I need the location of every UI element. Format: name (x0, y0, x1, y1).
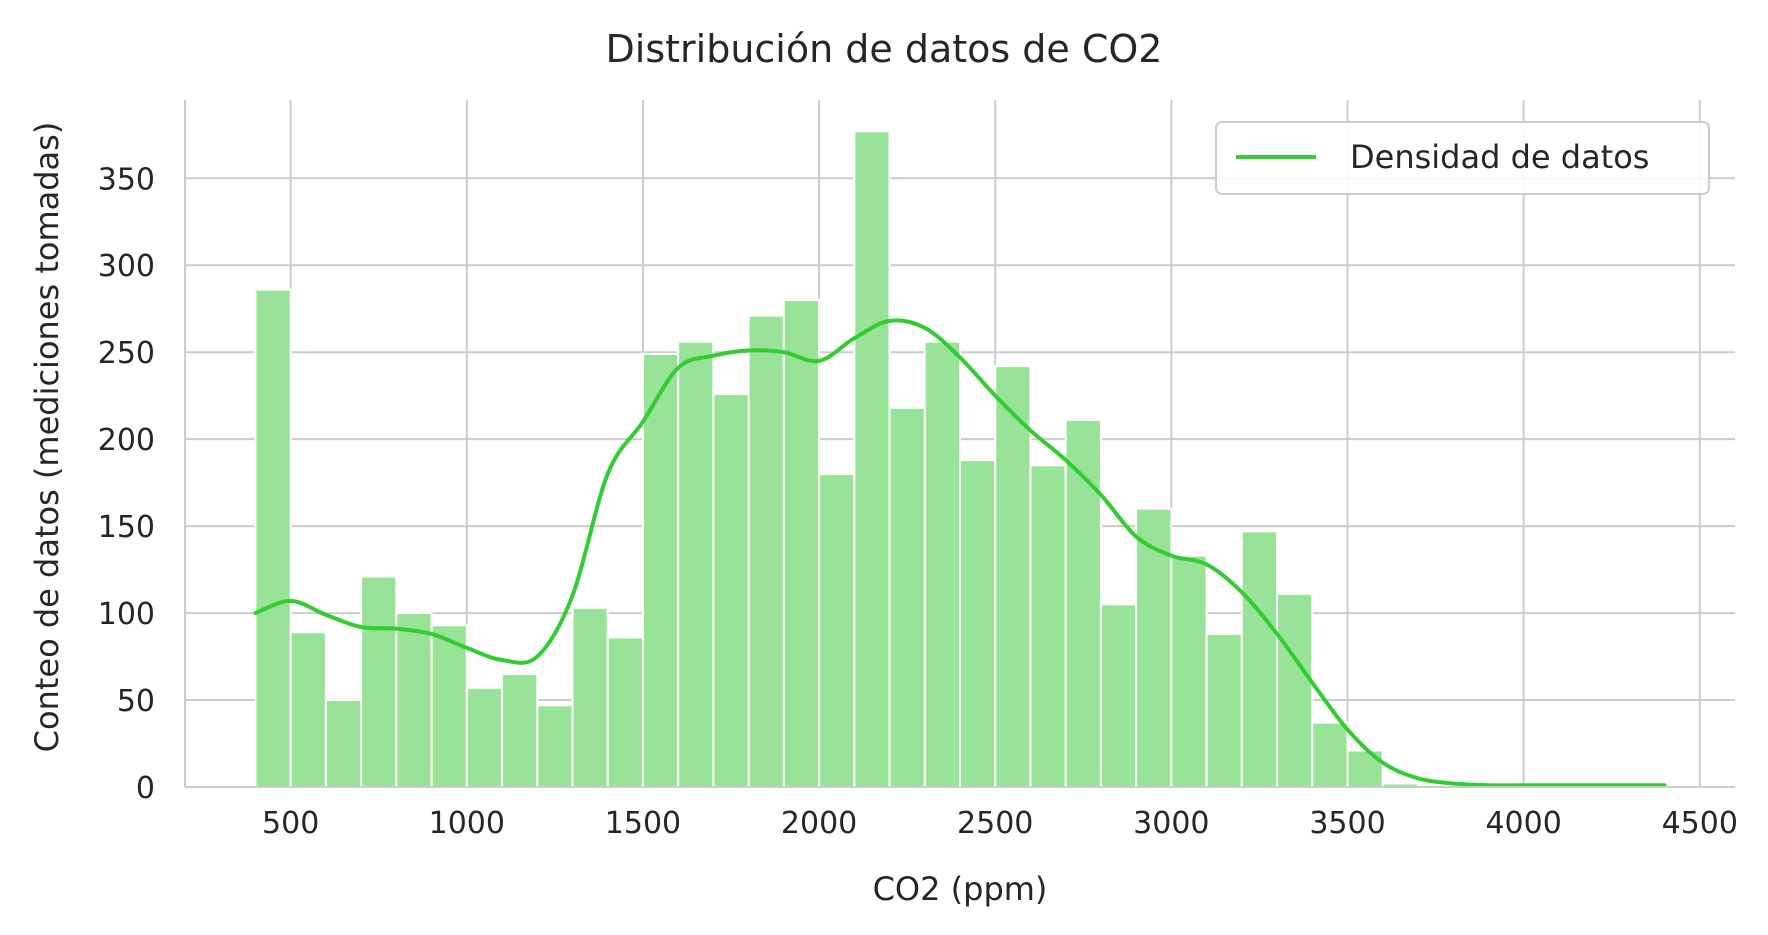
histogram-bar (782, 299, 821, 788)
histogram-bar (853, 130, 891, 788)
x-axis-label: CO2 (ppm) (873, 870, 1048, 908)
legend-box (1215, 121, 1710, 195)
y-tick-label: 150 (98, 510, 155, 545)
x-tick-label: 4000 (1485, 806, 1561, 841)
histogram-bar (360, 575, 398, 788)
histogram-bar (501, 672, 539, 788)
histogram-bar (641, 352, 680, 788)
histogram-bar (1276, 592, 1314, 788)
histogram-bar (324, 699, 363, 788)
x-tick-label: 1500 (605, 806, 681, 841)
chart-title: Distribución de datos de CO2 (606, 27, 1163, 71)
density-curve-layer (253, 318, 1667, 788)
histogram-bar (677, 340, 715, 788)
histogram-bar (923, 340, 961, 788)
density-curve (253, 318, 1667, 788)
axis-spines (184, 100, 1735, 788)
histogram-bar (1240, 530, 1279, 789)
histogram-bar (254, 288, 292, 788)
histogram-bar (395, 612, 433, 788)
y-tick-label: 0 (136, 771, 155, 806)
histogram-bar (712, 392, 750, 788)
x-tick-label: 1000 (429, 806, 505, 841)
histogram-bar (747, 314, 785, 788)
x-tick-label: 4500 (1662, 806, 1738, 841)
y-tick-label: 100 (98, 597, 155, 632)
histogram-bar (1205, 632, 1243, 788)
y-tick-label: 350 (98, 162, 155, 197)
x-tick-label: 3500 (1309, 806, 1385, 841)
y-tick-label: 200 (98, 423, 155, 458)
histogram-bar (959, 459, 997, 788)
histogram-bar (465, 686, 504, 788)
legend-label: Densidad de datos (1350, 138, 1649, 176)
histogram-bar (1135, 507, 1173, 788)
histogram-bar (536, 704, 574, 788)
histogram-bar (606, 636, 644, 788)
y-tick-labels: 0 50 100 150 200 250 300 350 (98, 162, 155, 806)
histogram-bar (1029, 464, 1067, 788)
y-tick-label: 50 (117, 684, 155, 719)
legend: Densidad de datos (1215, 121, 1710, 195)
x-tick-label: 3000 (1133, 806, 1209, 841)
histogram-bars (254, 130, 1419, 789)
histogram-bar (888, 406, 926, 788)
histogram-bar (571, 606, 609, 788)
x-tick-label: 2500 (957, 806, 1033, 841)
x-tick-label: 500 (262, 806, 319, 841)
x-tick-label: 2000 (781, 806, 857, 841)
histogram-bar (994, 365, 1032, 788)
histogram-bar (430, 624, 468, 788)
histogram-bar (1311, 721, 1349, 788)
histogram-bar (1170, 554, 1208, 789)
y-axis-label: Conteo de datos (mediciones tomadas) (28, 122, 66, 753)
histogram-bar (1099, 603, 1138, 789)
y-tick-label: 300 (98, 249, 155, 284)
y-tick-label: 250 (98, 336, 155, 371)
histogram-bar (289, 631, 327, 788)
histogram-bar (818, 472, 856, 788)
x-tick-labels: 500 1000 1500 2000 2500 3000 3500 4000 4500 (262, 806, 1738, 841)
histogram-bar (1346, 749, 1384, 789)
